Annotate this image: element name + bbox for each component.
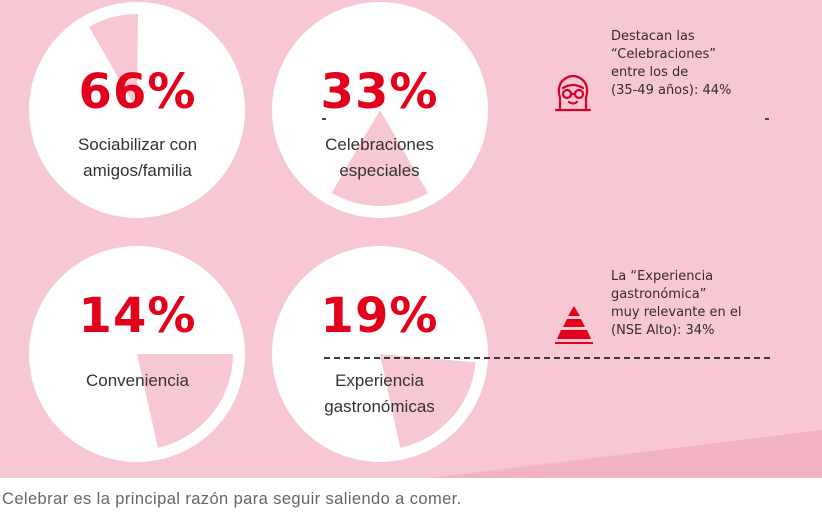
- stat-sociabilizar: 66% Sociabilizar con amigos/familia: [30, 20, 245, 200]
- note-line: La “Experiencia: [611, 269, 714, 284]
- pie-slice: [380, 354, 476, 448]
- figure-caption: Celebrar es la principal razón para segu…: [2, 490, 462, 508]
- stat-label-line: Celebraciones: [325, 135, 434, 154]
- pie-slice: [137, 354, 233, 448]
- dashed-divider: [324, 357, 770, 359]
- infographic: 66% Sociabilizar con amigos/familia 33% …: [0, 0, 822, 478]
- stat-value: 19%: [320, 288, 439, 344]
- stat-label-line: gastronómicas: [324, 397, 435, 416]
- note-line: muy relevante en el: [611, 305, 742, 320]
- note-line: (35-49 años): 44%: [611, 83, 732, 98]
- stat-label-line: especiales: [339, 161, 420, 180]
- person-glasses-icon: [554, 74, 592, 112]
- tick-mark: [765, 118, 769, 120]
- stat-label-line: Conveniencia: [85, 371, 189, 390]
- pie-circles: [29, 2, 488, 462]
- pie-slice: [331, 110, 428, 207]
- bottom-band: [430, 430, 822, 478]
- stat-value: 66%: [78, 64, 197, 120]
- tick-mark: [322, 118, 326, 120]
- stat-celebraciones: 33% Celebraciones especiales: [272, 20, 487, 200]
- stat-label-line: Sociabilizar con: [77, 135, 198, 154]
- note-line: Destacan las: [611, 29, 695, 44]
- stat-value: 14%: [78, 288, 197, 344]
- pie-slice: [89, 14, 139, 111]
- stat-label-line: Experiencia: [335, 371, 424, 390]
- stat-conveniencia: 14% Conveniencia: [30, 260, 245, 440]
- stat-experiencia: 19% Experiencia gastronómicas: [272, 260, 487, 440]
- pyramid-icon: [555, 306, 593, 344]
- note-line: “Celebraciones”: [611, 47, 716, 62]
- stat-value: 33%: [320, 64, 439, 120]
- note-line: gastronómica”: [611, 287, 707, 302]
- stat-label-line: amigos/familia: [83, 161, 192, 180]
- note-celebraciones: Destacan las “Celebraciones” entre los d…: [611, 28, 811, 100]
- note-line: (NSE Alto): 34%: [611, 323, 715, 338]
- note-line: entre los de: [611, 65, 689, 80]
- note-experiencia: La “Experiencia gastronómica” muy releva…: [611, 268, 811, 340]
